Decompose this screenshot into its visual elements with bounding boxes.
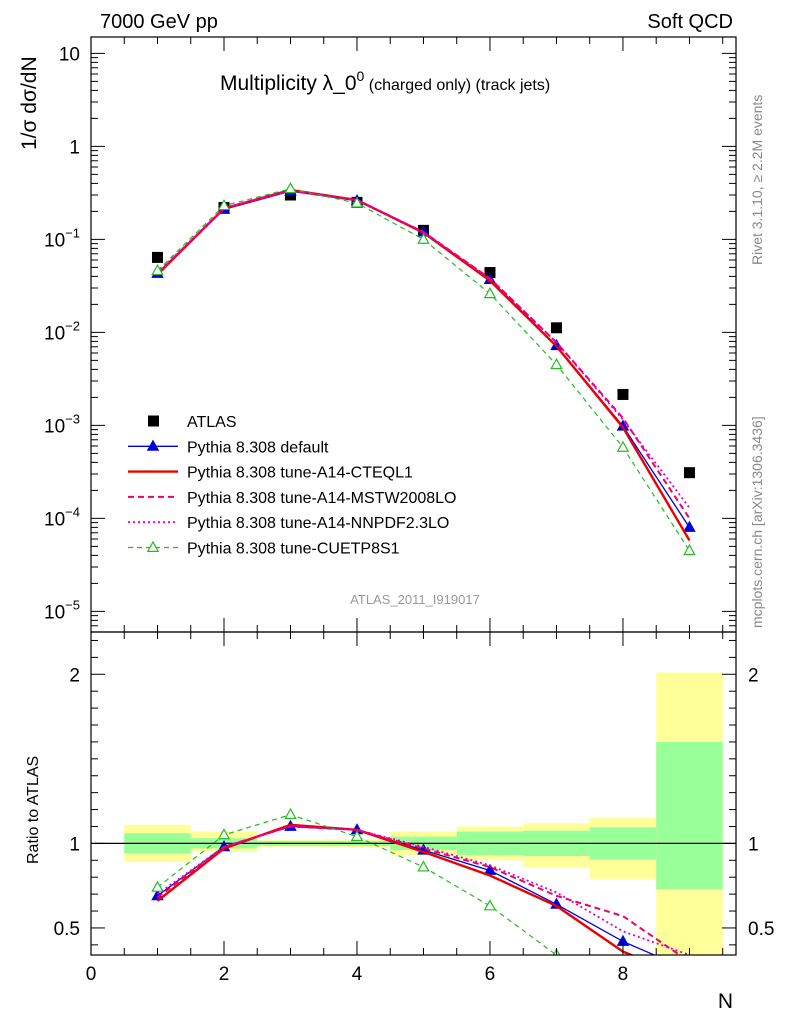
series-5-marker — [550, 357, 563, 370]
series-5-marker — [350, 196, 364, 208]
legend-swatch — [148, 415, 159, 427]
legend-entry: Pythia 8.308 default — [128, 439, 329, 456]
x-tick-label: 4 — [352, 964, 363, 985]
y-tick-label: 1 — [69, 137, 80, 158]
ratio-series-4-marker — [483, 899, 497, 911]
series-4-line — [156, 189, 691, 509]
ratio-y-axis-label: Ratio to ATLAS — [25, 756, 42, 864]
legend: ATLAS Pythia 8.308 default Pythia 8.308 tu… — [128, 414, 456, 558]
ratio-series-group — [91, 672, 736, 982]
ratio-y-tick-label: 2 — [69, 665, 80, 686]
legend-label: ATLAS — [187, 414, 237, 431]
main-axis-ticks — [90, 37, 736, 633]
atlas-data-point — [617, 388, 629, 400]
analysis-id: ATLAS_2011_I919017 — [350, 592, 480, 607]
series-5-marker — [151, 264, 164, 276]
ratio-y-tick-label-right: 2 — [748, 665, 759, 686]
chart-title-sup: 0 — [357, 68, 365, 84]
atlas-data-point — [151, 251, 163, 263]
ratio-series-3-line — [156, 825, 690, 955]
stat-band — [656, 741, 723, 890]
ratio-frame — [90, 631, 737, 956]
x-tick-labels: 0 2 4 6 8 — [86, 964, 629, 985]
ratio-series-0-marker — [684, 965, 694, 974]
legend-label: Pythia 8.308 tune-A14-NNPDF2.3LO — [187, 515, 449, 532]
ratio-axis-ticks — [90, 632, 736, 955]
legend-marker — [146, 540, 160, 552]
series-5-line — [157, 188, 690, 551]
ratio-series-4-marker — [217, 828, 231, 840]
ratio-y-tick-label: 0.5 — [54, 919, 80, 940]
x-tick-label: 0 — [86, 964, 97, 985]
ratio-panel: 0.5 0.5 1 1 2 2 0 2 4 6 8 Ratio to ATLAS N — [25, 631, 775, 1013]
series-5-marker — [284, 182, 297, 194]
legend-entry: ATLAS — [148, 414, 237, 431]
chart-title-main: Multiplicity λ_0 — [220, 72, 357, 95]
y-tick-label: 10−1 — [44, 225, 80, 251]
y-tick-label: 10−4 — [44, 504, 80, 530]
y-tick-label: 10−2 — [44, 318, 80, 344]
legend-marker — [146, 439, 160, 451]
rivet-label: Rivet 3.1.10, ≥ 2.2M events — [749, 95, 765, 265]
legend-label: Pythia 8.308 tune-A14-MSTW2008LO — [187, 490, 456, 507]
y-tick-label: 10−5 — [44, 597, 80, 623]
atlas-data-point — [683, 467, 695, 479]
series-5-marker — [417, 232, 430, 244]
series-5-marker — [616, 440, 630, 452]
ratio-series-4-marker — [417, 860, 430, 872]
atlas-data-point — [550, 322, 562, 334]
x-tick-label: 2 — [219, 964, 230, 985]
series-1-marker — [683, 520, 696, 532]
series-5-marker — [683, 543, 696, 556]
ratio-y-tick-label-right: 1 — [748, 834, 759, 855]
x-tick-label: 8 — [618, 964, 629, 985]
y-tick-label: 10 — [59, 44, 80, 65]
legend-label: Pythia 8.308 default — [187, 439, 329, 456]
y-tick-label: 10−3 — [44, 411, 80, 437]
legend-entry: Pythia 8.308 tune-A14-MSTW2008LO — [128, 490, 456, 507]
mcplots-label: mcplots.cern.ch [arXiv:1306.3436] — [749, 416, 765, 628]
atlas-data-point — [484, 267, 496, 279]
ratio-y-tick-labels: 0.5 0.5 1 1 2 2 — [54, 665, 775, 940]
x-tick-label: 6 — [485, 964, 496, 985]
chart-title: Multiplicity λ_00 (charged only) (track … — [220, 68, 550, 95]
ratio-y-tick-label-right: 0.5 — [748, 919, 774, 940]
energy-label: 7000 GeV pp — [100, 11, 218, 33]
legend-entry: Pythia 8.308 tune-A14-NNPDF2.3LO — [128, 515, 449, 532]
x-axis-label: N — [718, 990, 733, 1013]
series-5-marker — [483, 287, 497, 299]
ratio-series-4-marker — [350, 829, 364, 842]
ratio-plot-content — [91, 672, 736, 982]
legend-label: Pythia 8.308 tune-CUETP8S1 — [187, 541, 400, 558]
ratio-series-4-marker — [151, 880, 164, 892]
ratio-series-1-line — [156, 823, 635, 955]
series-5-marker — [217, 199, 231, 211]
main-y-axis-label: 1/σ dσ/dN — [18, 56, 41, 150]
ratio-y-tick-label: 1 — [69, 834, 80, 855]
legend-entry: Pythia 8.308 tune-CUETP8S1 — [128, 541, 400, 558]
main-y-tick-labels: 10 1 10−1 10−2 10−3 10−4 10−5 — [44, 44, 80, 623]
main-series-group — [151, 182, 696, 556]
chart-title-suffix: (charged only) (track jets) — [364, 77, 550, 94]
ratio-series-4-marker — [684, 973, 694, 982]
ratio-series-4-marker — [284, 807, 297, 820]
process-label: Soft QCD — [647, 11, 733, 33]
main-panel: 10 1 10−1 10−2 10−3 10−4 10−5 1/σ dσ/dN Multip… — [18, 36, 737, 633]
main-plot-content — [151, 182, 696, 556]
legend-label: Pythia 8.308 tune-A14-CTEQL1 — [187, 465, 413, 482]
legend-entry: Pythia 8.308 tune-A14-CTEQL1 — [128, 465, 413, 482]
